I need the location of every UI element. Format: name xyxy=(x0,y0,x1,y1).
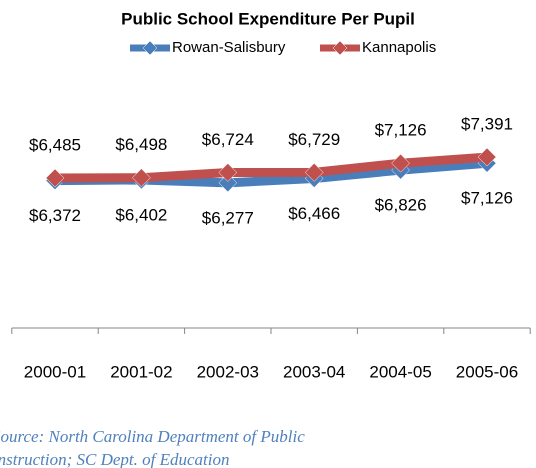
data-label: $6,402 xyxy=(115,205,167,224)
data-label: $7,126 xyxy=(461,189,513,208)
series-line xyxy=(54,152,488,183)
x-tick-label: 2002-03 xyxy=(197,362,259,381)
x-tick-label: 2001-02 xyxy=(110,362,172,381)
data-label: $6,498 xyxy=(115,135,167,154)
data-label: $6,724 xyxy=(202,130,254,149)
data-label: $6,485 xyxy=(29,136,81,155)
chart-title: Public School Expenditure Per Pupil xyxy=(121,9,415,28)
x-tick-label: 2000-01 xyxy=(24,362,86,381)
legend-marker xyxy=(332,40,348,56)
data-marker xyxy=(304,163,324,182)
source-line: Instruction; SC Dept. of Education xyxy=(0,450,230,468)
data-label: $6,277 xyxy=(202,208,254,227)
data-label: $6,826 xyxy=(375,196,427,215)
data-label: $6,466 xyxy=(288,204,340,223)
data-marker xyxy=(477,147,497,167)
x-tick-label: 2003-04 xyxy=(283,362,345,381)
data-marker xyxy=(218,163,238,182)
legend-label: Kannapolis xyxy=(362,39,436,56)
data-label: $7,391 xyxy=(461,115,513,134)
data-marker xyxy=(45,168,65,188)
data-marker xyxy=(218,173,238,193)
data-label: $7,126 xyxy=(375,121,427,140)
data-marker xyxy=(391,153,410,173)
data-label: $6,729 xyxy=(288,130,340,149)
data-marker xyxy=(132,168,151,188)
x-tick-label: 2004-05 xyxy=(369,362,431,381)
legend-label: Rowan-Salisbury xyxy=(172,39,286,56)
x-tick-label: 2005-06 xyxy=(456,362,518,381)
data-label: $6,372 xyxy=(29,206,81,225)
legend-marker xyxy=(142,40,158,56)
source-line: Source: North Carolina Department of Pub… xyxy=(0,427,305,446)
